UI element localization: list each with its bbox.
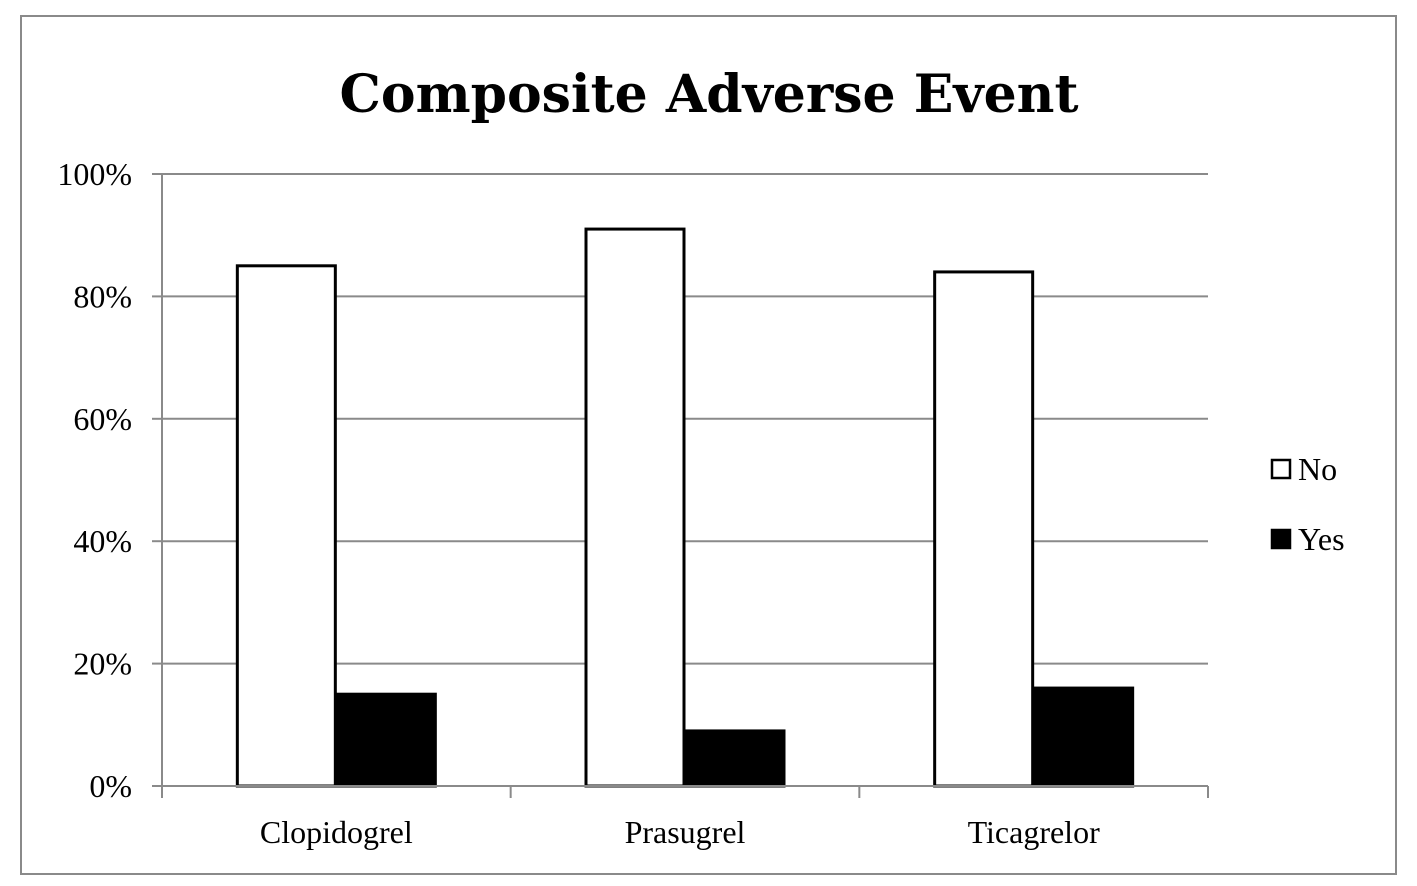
y-tick-label: 100% xyxy=(57,156,132,192)
legend-swatch-yes xyxy=(1270,528,1292,550)
bar-yes-prasugrel xyxy=(684,729,786,788)
bar-no-prasugrel xyxy=(584,227,686,788)
x-category-label: Ticagrelor xyxy=(968,814,1100,850)
y-tick-label: 60% xyxy=(73,401,132,437)
legend-label-yes: Yes xyxy=(1298,521,1345,557)
chart-title: Composite Adverse Event xyxy=(340,64,1079,125)
axes: 0% 20% 40% 60% 80% 100% Clopidogrel Prasugrel Ti… xyxy=(57,156,1209,850)
y-tick-label: 20% xyxy=(73,646,132,682)
bars xyxy=(235,227,1135,788)
bar-no-clopidogrel xyxy=(235,264,337,788)
legend-swatch-no xyxy=(1270,458,1292,480)
bar-yes-clopidogrel xyxy=(335,692,437,788)
y-tick-label: 40% xyxy=(73,523,132,559)
x-category-label: Prasugrel xyxy=(625,814,746,850)
bar-yes-ticagrelor xyxy=(1033,686,1135,788)
x-category-label: Clopidogrel xyxy=(260,814,413,850)
y-tick-label: 80% xyxy=(73,278,132,314)
bar-no-ticagrelor xyxy=(933,270,1035,788)
legend-label-no: No xyxy=(1298,451,1337,487)
y-tick-label: 0% xyxy=(89,768,132,804)
legend: No Yes xyxy=(1270,451,1345,557)
